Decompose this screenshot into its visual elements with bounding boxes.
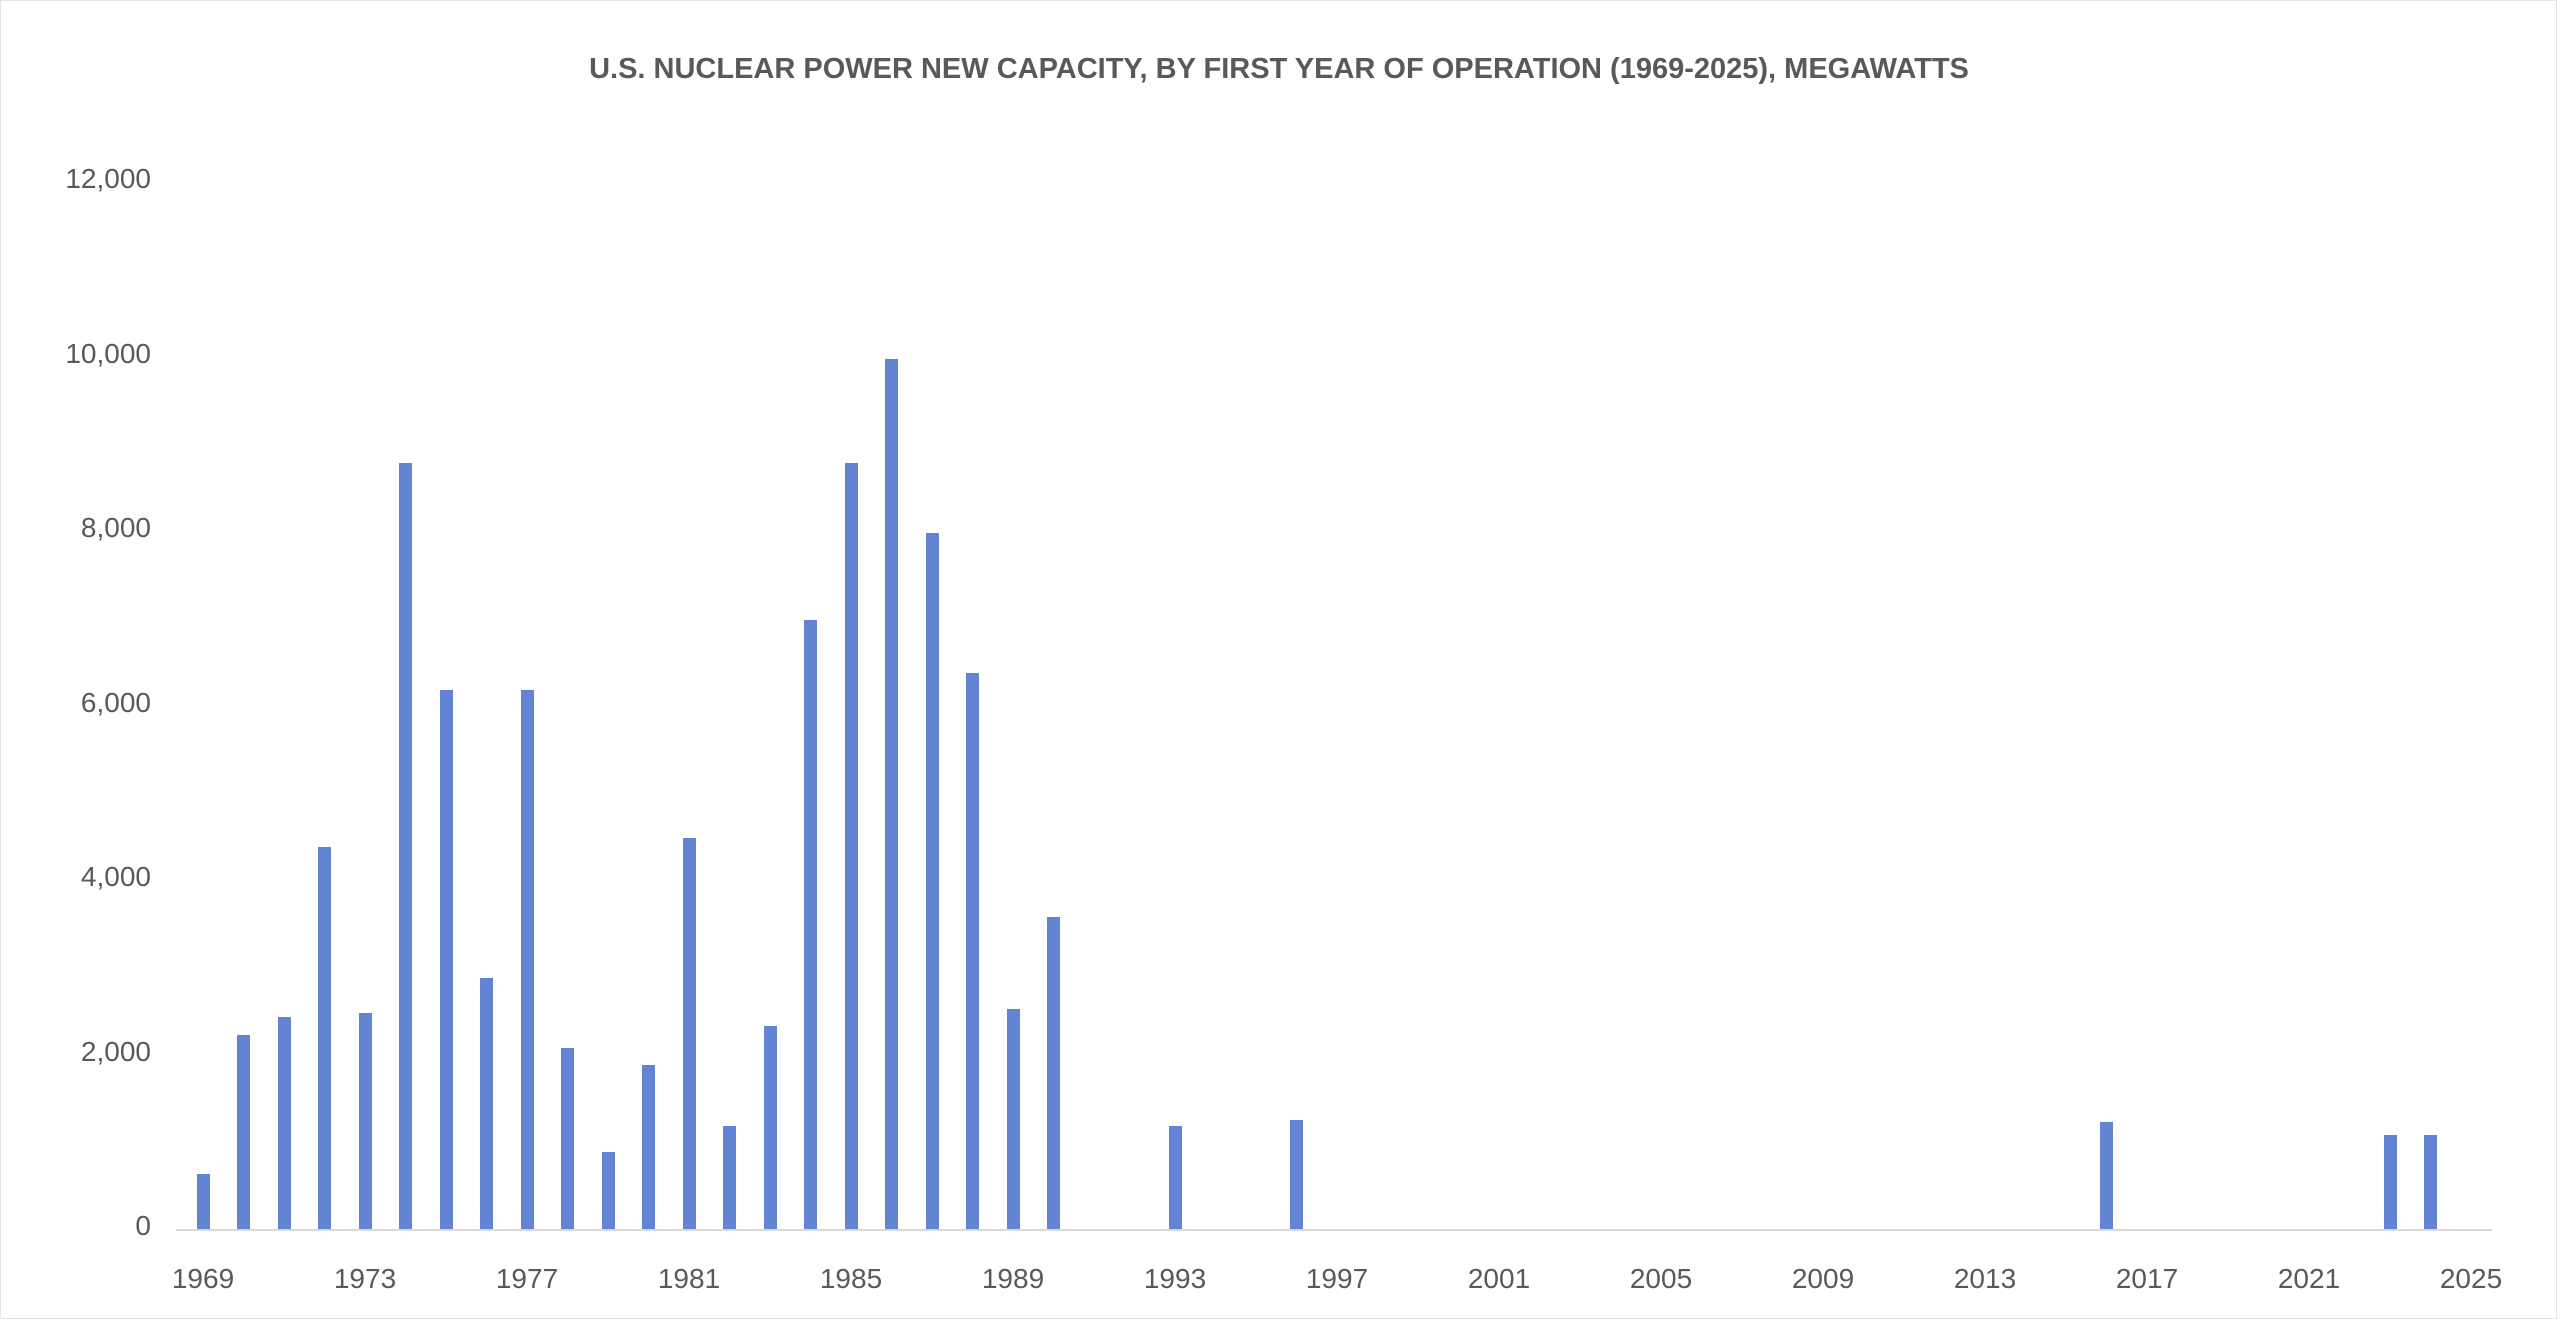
bar-1972 <box>318 847 331 1231</box>
bar-1974 <box>399 463 412 1231</box>
bar-1984 <box>804 620 817 1231</box>
bar-1975 <box>439 690 453 1231</box>
x-tick-label-2009: 2009 <box>1791 1263 1855 1294</box>
bar-1973 <box>358 1013 372 1231</box>
bar-1982 <box>723 1126 736 1231</box>
bar-1978 <box>561 1048 574 1231</box>
x-tick-label-1973: 1973 <box>333 1263 397 1294</box>
bar-1988 <box>966 673 979 1231</box>
x-tick-label-1969: 1969 <box>171 1263 235 1294</box>
x-tick-label-2001: 2001 <box>1467 1263 1531 1294</box>
bar-1979 <box>601 1152 615 1231</box>
y-tick-label-4000: 4,000 <box>80 861 151 892</box>
bar-1977 <box>520 690 534 1231</box>
x-axis-line <box>176 1229 2492 1231</box>
x-tick-label-1977: 1977 <box>495 1263 559 1294</box>
x-tick-label-1993: 1993 <box>1143 1263 1207 1294</box>
bar-1987 <box>925 533 939 1231</box>
y-tick-label-10000: 10,000 <box>65 337 151 369</box>
x-tick-label-1997: 1997 <box>1305 1263 1369 1294</box>
bar-1983 <box>763 1026 777 1231</box>
bar-1970 <box>237 1035 250 1231</box>
bar-1989 <box>1006 1009 1020 1231</box>
bar-2016 <box>2100 1122 2113 1231</box>
x-tick-label-1985: 1985 <box>819 1263 883 1294</box>
bar-1993 <box>1168 1126 1182 1231</box>
bar-1996 <box>1290 1120 1303 1231</box>
x-tick-label-2013: 2013 <box>1953 1263 2017 1294</box>
y-tick-label-0: 0 <box>135 1210 151 1241</box>
bar-1990 <box>1047 917 1060 1231</box>
bar-1980 <box>642 1065 655 1231</box>
y-tick-label-12000: 12,000 <box>65 163 151 194</box>
x-tick-label-2021: 2021 <box>2277 1263 2341 1294</box>
bar-1985 <box>844 463 858 1231</box>
x-tick-label-1981: 1981 <box>657 1263 721 1294</box>
bar-2023 <box>2383 1135 2397 1231</box>
y-tick-label-6000: 6,000 <box>80 686 151 718</box>
chart-title: U.S. NUCLEAR POWER NEW CAPACITY, BY FIRS… <box>589 53 1969 85</box>
bar-1969 <box>196 1174 210 1231</box>
x-tick-label-2025: 2025 <box>2439 1263 2503 1294</box>
x-tick-label-2017: 2017 <box>2115 1263 2179 1294</box>
x-tick-label-2005: 2005 <box>1629 1263 1693 1294</box>
y-tick-label-8000: 8,000 <box>80 512 151 543</box>
bar-1981 <box>682 838 696 1231</box>
bar-1971 <box>277 1017 291 1231</box>
y-tick-label-2000: 2,000 <box>80 1035 151 1067</box>
bar-1976 <box>480 978 493 1231</box>
bar-1986 <box>885 359 898 1231</box>
bar-2024 <box>2424 1135 2437 1231</box>
x-tick-label-1989: 1989 <box>981 1263 1045 1294</box>
